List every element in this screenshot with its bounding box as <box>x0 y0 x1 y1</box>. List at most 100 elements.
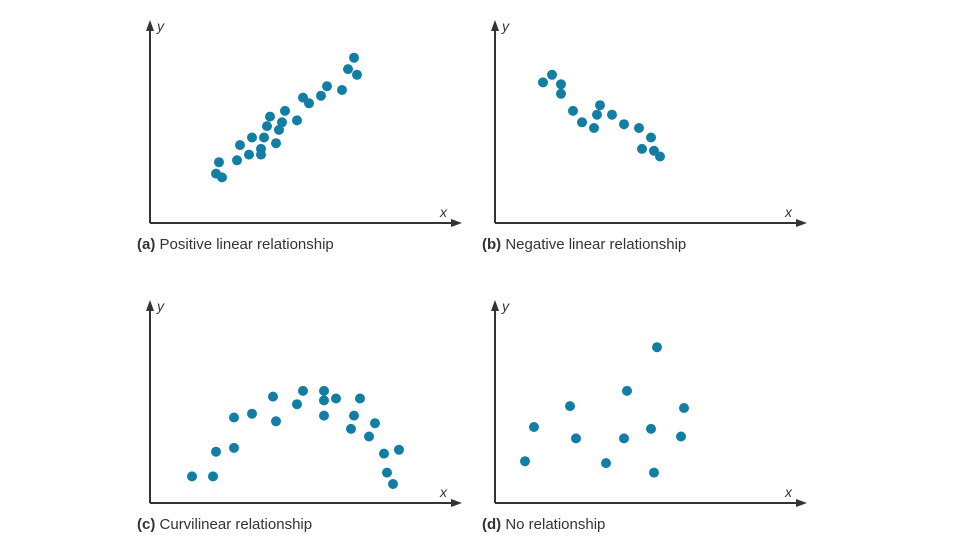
data-point <box>316 90 326 101</box>
data-point <box>343 64 353 75</box>
plot-svg: xy <box>491 298 807 507</box>
caption: (d) No relationship <box>482 516 605 533</box>
data-point <box>271 416 281 427</box>
data-point <box>280 105 290 116</box>
data-point <box>229 442 239 453</box>
x-axis-label: x <box>784 204 793 220</box>
data-point <box>187 471 197 482</box>
plot-svg: xy <box>146 298 462 507</box>
data-point <box>331 393 341 404</box>
caption-title: Negative linear relationship <box>505 236 687 253</box>
x-axis-arrow-icon <box>451 499 462 507</box>
data-point <box>349 52 359 63</box>
data-point <box>568 105 578 116</box>
caption-letter: (d) <box>482 516 502 533</box>
data-point <box>244 149 254 160</box>
data-point <box>322 81 332 92</box>
caption: (c) Curvilinear relationship <box>137 516 312 533</box>
y-axis-arrow-icon <box>491 20 499 31</box>
data-point <box>259 132 269 143</box>
data-point <box>265 111 275 122</box>
data-point <box>556 88 566 99</box>
plot-svg: xy <box>491 18 807 227</box>
data-point <box>262 121 272 132</box>
y-axis-label: y <box>501 18 510 34</box>
data-point <box>394 444 404 455</box>
data-point <box>370 418 380 429</box>
caption: (a) Positive linear relationship <box>137 236 334 253</box>
data-point <box>337 85 347 95</box>
caption-title: Positive linear relationship <box>159 236 334 253</box>
data-point <box>571 433 581 444</box>
data-point <box>235 140 245 151</box>
data-point <box>652 342 662 353</box>
data-point <box>292 399 302 410</box>
caption-letter: (a) <box>137 236 156 253</box>
data-point <box>229 412 239 423</box>
data-point <box>298 385 308 396</box>
data-point <box>607 109 617 120</box>
data-point <box>520 456 530 467</box>
data-point <box>388 479 398 489</box>
data-point <box>304 98 314 109</box>
data-point <box>271 138 281 149</box>
data-point <box>319 395 329 406</box>
data-point <box>292 115 302 126</box>
data-point <box>355 393 365 404</box>
data-point <box>619 119 629 130</box>
data-point <box>208 471 218 482</box>
data-point <box>256 149 266 160</box>
data-point <box>211 446 221 457</box>
data-point <box>637 143 647 154</box>
y-axis-label: y <box>156 298 165 314</box>
data-point <box>274 124 284 135</box>
x-axis-label: x <box>784 484 793 500</box>
data-point <box>349 410 359 421</box>
y-axis-arrow-icon <box>146 300 154 311</box>
y-axis-label: y <box>501 298 510 314</box>
data-point <box>646 423 656 434</box>
data-point <box>547 69 557 80</box>
x-axis-arrow-icon <box>451 219 462 227</box>
data-point <box>622 385 632 396</box>
data-point <box>565 401 575 412</box>
data-point <box>676 431 686 442</box>
data-point <box>577 117 587 128</box>
data-point <box>268 391 278 402</box>
data-point <box>346 423 356 434</box>
caption-title: Curvilinear relationship <box>159 516 313 533</box>
data-point <box>214 157 224 168</box>
data-point <box>634 123 644 133</box>
y-axis-label: y <box>156 18 165 34</box>
data-point <box>319 410 329 421</box>
x-axis-label: x <box>439 484 448 500</box>
caption-letter: (c) <box>137 516 156 533</box>
data-point <box>277 117 287 128</box>
data-point <box>646 132 656 143</box>
data-point <box>247 408 257 419</box>
data-point <box>538 77 548 88</box>
data-point <box>655 151 665 162</box>
y-axis-arrow-icon <box>491 300 499 311</box>
x-axis-arrow-icon <box>796 499 807 507</box>
caption-letter: (b) <box>482 236 502 253</box>
data-point <box>379 448 389 459</box>
data-point <box>529 422 539 432</box>
data-point <box>601 458 611 469</box>
plot-svg: xy <box>146 18 462 227</box>
caption-title: No relationship <box>505 516 606 533</box>
y-axis-arrow-icon <box>146 20 154 31</box>
data-point <box>364 431 374 442</box>
data-point <box>352 69 362 80</box>
data-point <box>589 123 599 133</box>
data-point <box>649 467 659 478</box>
data-point <box>217 172 227 183</box>
data-point <box>679 403 689 413</box>
caption: (b) Negative linear relationship <box>482 236 686 253</box>
data-point <box>382 467 392 478</box>
